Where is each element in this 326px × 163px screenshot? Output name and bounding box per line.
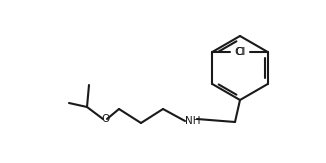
Text: O: O bbox=[101, 114, 109, 124]
Text: Cl: Cl bbox=[235, 47, 246, 57]
Text: NH: NH bbox=[185, 116, 201, 126]
Text: Cl: Cl bbox=[234, 47, 244, 57]
